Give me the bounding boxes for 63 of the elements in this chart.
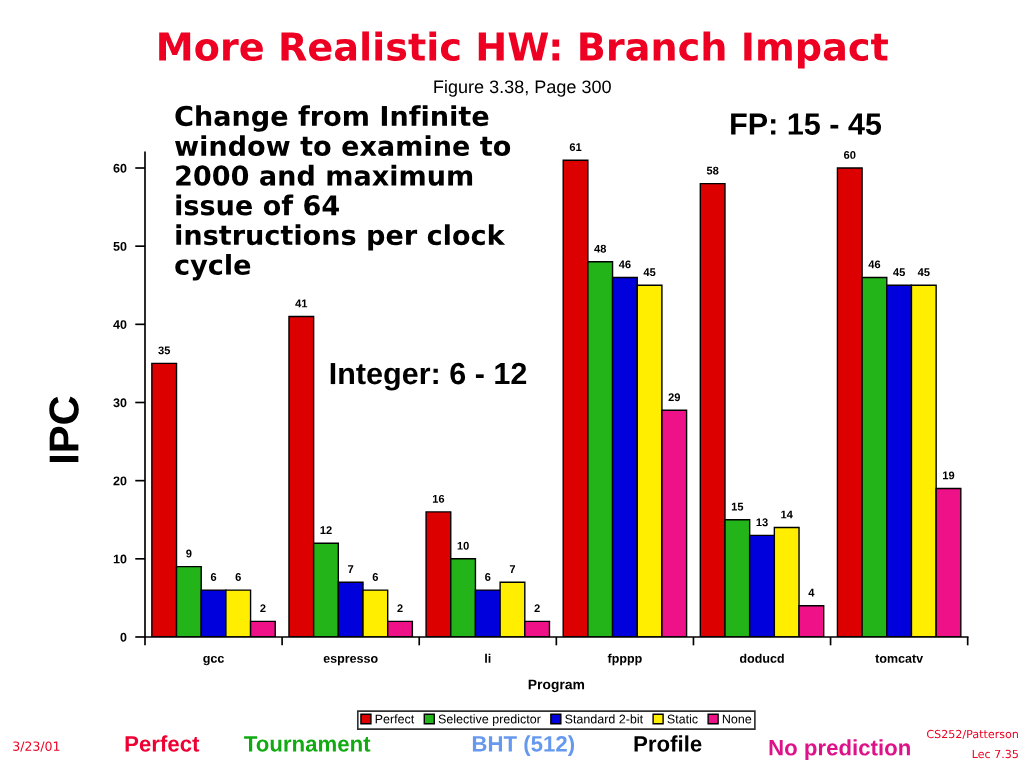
- x-axis-title: Program: [528, 679, 585, 693]
- data-label: 58: [706, 166, 719, 175]
- data-label: 16: [432, 494, 445, 503]
- y-tick-label: 60: [113, 163, 127, 173]
- data-label: 6: [485, 573, 491, 581]
- y-axis-title: IPC: [49, 396, 79, 463]
- legend-label: Perfect: [375, 714, 415, 724]
- legend-label: Static: [667, 714, 698, 724]
- data-label: 2: [534, 604, 540, 613]
- data-label: 13: [756, 518, 768, 527]
- data-label: 10: [457, 541, 469, 550]
- data-label: 35: [158, 346, 171, 355]
- legend-label: Standard 2-bit: [565, 714, 644, 724]
- data-label: 45: [917, 268, 930, 277]
- y-tick-label: 0: [120, 632, 127, 642]
- text: Lec 7.35: [972, 749, 1018, 759]
- y-tick-label: 10: [113, 554, 127, 564]
- x-tick-label: gcc: [203, 655, 224, 666]
- x-tick-label: fpppp: [607, 653, 642, 666]
- y-tick-label: 30: [113, 398, 127, 408]
- text: No prediction: [769, 739, 910, 760]
- data-label: 7: [348, 565, 354, 574]
- chart-subtitle: Figure 3.38, Page 300: [434, 79, 611, 97]
- text: FP: 15 - 45: [731, 113, 882, 135]
- text: Perfect: [125, 735, 200, 752]
- y-tick-label: 20: [113, 476, 127, 486]
- x-tick-label: tomcatv: [875, 654, 924, 663]
- data-label: 61: [569, 143, 582, 152]
- text: Profile: [634, 735, 702, 752]
- data-label: 46: [618, 260, 631, 269]
- data-label: 48: [594, 244, 607, 253]
- data-label: 29: [668, 393, 681, 402]
- text: CS252/Patterson: [926, 729, 1018, 740]
- x-tick-label: li: [485, 653, 491, 663]
- text: Tournament: [244, 736, 371, 752]
- data-label: 14: [781, 510, 793, 519]
- data-label: 2: [260, 604, 266, 613]
- data-label: 6: [210, 573, 217, 581]
- text: BHT (512): [472, 735, 575, 757]
- data-label: 2: [397, 604, 403, 613]
- legend-label: Selective predictor: [438, 714, 541, 726]
- x-tick-label: espresso: [323, 655, 378, 666]
- chart-title: More Realistic HW: Branch Impact: [159, 31, 888, 69]
- annotation: Change from Infinite window to examine to 2000 and maximum issue of 64 instructions per clock cycle: [175, 105, 511, 281]
- data-label: 6: [235, 573, 241, 581]
- data-label: 45: [893, 268, 905, 277]
- data-label: 4: [808, 588, 815, 597]
- y-tick-label: 50: [113, 241, 127, 251]
- legend-label: None: [722, 714, 752, 724]
- x-tick-label: doducd: [739, 653, 784, 663]
- data-label: 60: [843, 151, 856, 159]
- data-label: 12: [320, 526, 332, 534]
- data-label: 9: [186, 549, 192, 558]
- data-label: 15: [731, 502, 744, 511]
- annotation: Integer: 6 - 12: [330, 362, 527, 391]
- data-label: 7: [509, 565, 516, 574]
- data-label: 19: [943, 471, 955, 480]
- y-tick-label: 40: [113, 320, 127, 329]
- data-label: 45: [643, 268, 656, 277]
- text: 3/23/01: [13, 741, 60, 752]
- data-label: 41: [295, 299, 308, 308]
- data-label: 46: [868, 260, 881, 269]
- data-label: 6: [372, 573, 379, 581]
